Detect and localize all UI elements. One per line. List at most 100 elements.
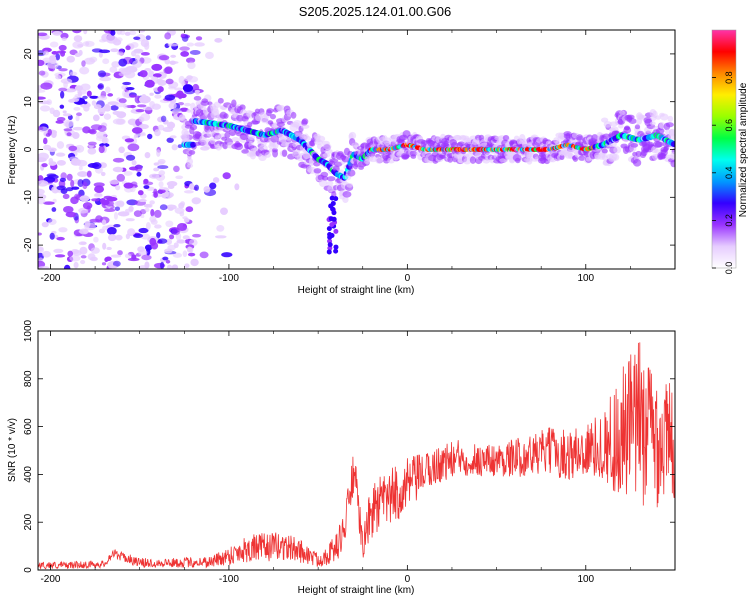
heatmap-noise-blob [43, 50, 49, 56]
heatmap-halo-blob [276, 104, 285, 111]
heatmap-noise-blob [66, 132, 72, 137]
heatmap-noise-blob [76, 159, 88, 167]
heatmap-noise-blob [93, 104, 102, 110]
heatmap-noise-blob [187, 61, 196, 70]
heatmap-noise-blob [184, 263, 190, 268]
heatmap-noise-blob [157, 124, 165, 131]
heatmap-halo-blob [659, 122, 665, 130]
heatmap-noise-blob [48, 161, 57, 166]
heatmap-noise-blob [95, 215, 103, 223]
heatmap-noise-blob [167, 184, 175, 190]
heatmap-halo-blob [578, 155, 586, 161]
heatmap-noise-blob [47, 218, 57, 225]
heatmap-noise-blob [127, 143, 140, 152]
heatmap-noise-blob [107, 93, 114, 97]
y-tick-label: 400 [23, 466, 34, 483]
heatmap-noise-blob [105, 86, 111, 94]
heatmap-noise-blob [82, 181, 88, 190]
heatmap-noise-blob [59, 104, 65, 109]
heatmap-noise-blob [78, 166, 83, 171]
heatmap-noise-blob [91, 48, 103, 53]
heatmap-noise-blob [189, 183, 195, 190]
heatmap-noise-blob [62, 110, 67, 114]
heatmap-halo-blob [239, 104, 246, 111]
heatmap-noise-blob [90, 247, 100, 254]
heatmap-noise-blob [175, 175, 184, 180]
heatmap-noise-blob [115, 234, 123, 241]
heatmap-noise-blob [104, 208, 116, 213]
heatmap-noise-blob [153, 162, 160, 166]
heatmap-noise-blob [157, 165, 169, 170]
heatmap-noise-blob [189, 50, 201, 55]
heatmap-noise-blob [164, 248, 173, 254]
heatmap-noise-blob [183, 190, 194, 194]
heatmap-noise-blob [93, 236, 99, 243]
heatmap-noise-blob [192, 83, 200, 92]
heatmap-noise-blob [55, 152, 66, 157]
heatmap-halo-blob [264, 152, 271, 158]
heatmap-halo-blob [300, 124, 310, 129]
spectrogram-x-axis-label: Height of straight line (km) [298, 285, 415, 296]
heatmap-noise-blob [174, 207, 185, 214]
heatmap-noise-blob [84, 220, 91, 228]
heatmap-noise-blob [70, 179, 75, 188]
heatmap-noise-blob [72, 126, 84, 131]
heatmap-noise-blob [60, 78, 73, 84]
heatmap-noise-blob [177, 101, 185, 106]
heatmap-noise-blob [56, 185, 66, 191]
heatmap-halo-blob [266, 108, 274, 114]
heatmap-noise-blob [138, 249, 148, 256]
heatmap-noise-blob [49, 232, 55, 240]
heatmap-noise-blob [143, 178, 149, 185]
heatmap-noise-blob [156, 232, 161, 239]
heatmap-noise-blob [98, 228, 106, 234]
heatmap-noise-blob [106, 227, 117, 235]
heatmap-noise-blob [110, 30, 116, 36]
heatmap-noise-blob [110, 254, 122, 258]
y-tick-label: 200 [23, 513, 34, 530]
heatmap-noise-blob [65, 187, 74, 192]
heatmap-noise-blob [176, 90, 184, 99]
heatmap-noise-blob [195, 36, 203, 41]
heatmap-noise-blob [137, 30, 146, 33]
heatmap-halo-blob [313, 168, 322, 174]
heatmap-halo-blob [235, 142, 242, 148]
heatmap-noise-blob [87, 147, 97, 155]
heatmap-noise-blob [171, 227, 181, 236]
heatmap-noise-blob [109, 179, 120, 185]
heatmap-noise-blob [74, 193, 81, 199]
heatmap-halo-blob [281, 149, 288, 157]
heatmap-noise-blob [154, 94, 162, 99]
heatmap-noise-blob [110, 105, 119, 111]
heatmap-noise-blob [165, 204, 177, 210]
heatmap-noise-blob [102, 58, 110, 65]
heatmap-noise-blob [169, 121, 174, 129]
heatmap-noise-blob [124, 253, 132, 259]
heatmap-noise-blob [55, 53, 61, 61]
heatmap-noise-blob [173, 242, 179, 249]
heatmap-noise-blob [199, 251, 209, 259]
heatmap-noise-blob [75, 115, 80, 122]
heatmap-noise-blob [131, 60, 142, 68]
heatmap-halo-blob [342, 196, 349, 204]
heatmap-halo-blob [447, 156, 454, 163]
heatmap-noise-blob [59, 177, 67, 183]
heatmap-halo-blob [320, 171, 329, 178]
heatmap-noise-blob [76, 112, 82, 117]
heatmap-noise-blob [46, 61, 59, 69]
heatmap-halo-blob [269, 113, 277, 120]
heatmap-halo-blob [231, 136, 240, 142]
heatmap-noise-blob [159, 186, 168, 191]
heatmap-noise-blob [222, 172, 231, 180]
heatmap-noise-blob [157, 86, 164, 93]
heatmap-halo-blob [217, 97, 224, 104]
heatmap-noise-blob [112, 39, 122, 46]
heatmap-noise-blob [77, 171, 88, 177]
heatmap-halo-blob [655, 127, 665, 134]
heatmap-noise-blob [56, 141, 65, 149]
heatmap-noise-blob [79, 228, 89, 235]
heatmap-noise-blob [71, 157, 78, 162]
heatmap-noise-blob [73, 261, 79, 269]
heatmap-noise-blob [105, 256, 112, 262]
heatmap-halo-blob [183, 130, 192, 136]
